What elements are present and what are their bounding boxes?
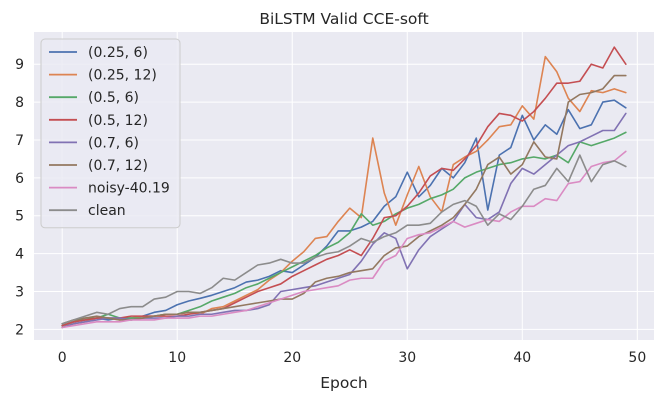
series-lines bbox=[61, 46, 627, 329]
x-tick-label: 30 bbox=[398, 350, 416, 366]
tick-labels: 0 10 20 30 40 50 2 3 4 5 6 7 8 9 bbox=[15, 57, 646, 366]
legend-label: noisy-40.19 bbox=[88, 181, 170, 197]
y-tick-label: 8 bbox=[15, 95, 24, 111]
legend-label: (0.5, 12) bbox=[88, 113, 148, 129]
y-tick-label: 3 bbox=[15, 285, 24, 301]
legend-label: (0.25, 12) bbox=[88, 68, 157, 84]
y-tick-label: 7 bbox=[15, 133, 24, 149]
legend-frame bbox=[40, 38, 181, 229]
x-tick-label: 40 bbox=[513, 350, 531, 366]
y-tick-label: 2 bbox=[15, 322, 24, 338]
series-line-0-7-12 bbox=[61, 74, 627, 325]
y-tick-label: 9 bbox=[15, 57, 24, 73]
y-tick-label: 6 bbox=[15, 171, 24, 187]
series-line-0-25-6 bbox=[61, 99, 627, 327]
series-line-0-7-6 bbox=[61, 112, 627, 329]
x-tick-label: 0 bbox=[58, 350, 67, 366]
x-tick-label: 10 bbox=[168, 350, 186, 366]
x-tick-label: 20 bbox=[283, 350, 301, 366]
x-axis-label: Epoch bbox=[320, 374, 367, 392]
y-tick-label: 5 bbox=[15, 209, 24, 225]
legend: (0.25, 6) (0.25, 12) (0.5, 6) (0.5, 12) (0.7… bbox=[40, 38, 181, 229]
legend-label: (0.25, 6) bbox=[88, 45, 148, 61]
x-tick-label: 50 bbox=[628, 350, 646, 366]
series-line-noisy-40-19 bbox=[61, 150, 627, 329]
y-tick-label: 4 bbox=[15, 247, 24, 263]
legend-label: (0.7, 6) bbox=[88, 135, 139, 151]
chart-title: BiLSTM Valid CCE-soft bbox=[259, 10, 428, 28]
legend-label: (0.5, 6) bbox=[88, 90, 139, 106]
series-line-clean bbox=[61, 154, 627, 325]
legend-label: (0.7, 12) bbox=[88, 158, 148, 174]
legend-label: clean bbox=[88, 203, 126, 219]
